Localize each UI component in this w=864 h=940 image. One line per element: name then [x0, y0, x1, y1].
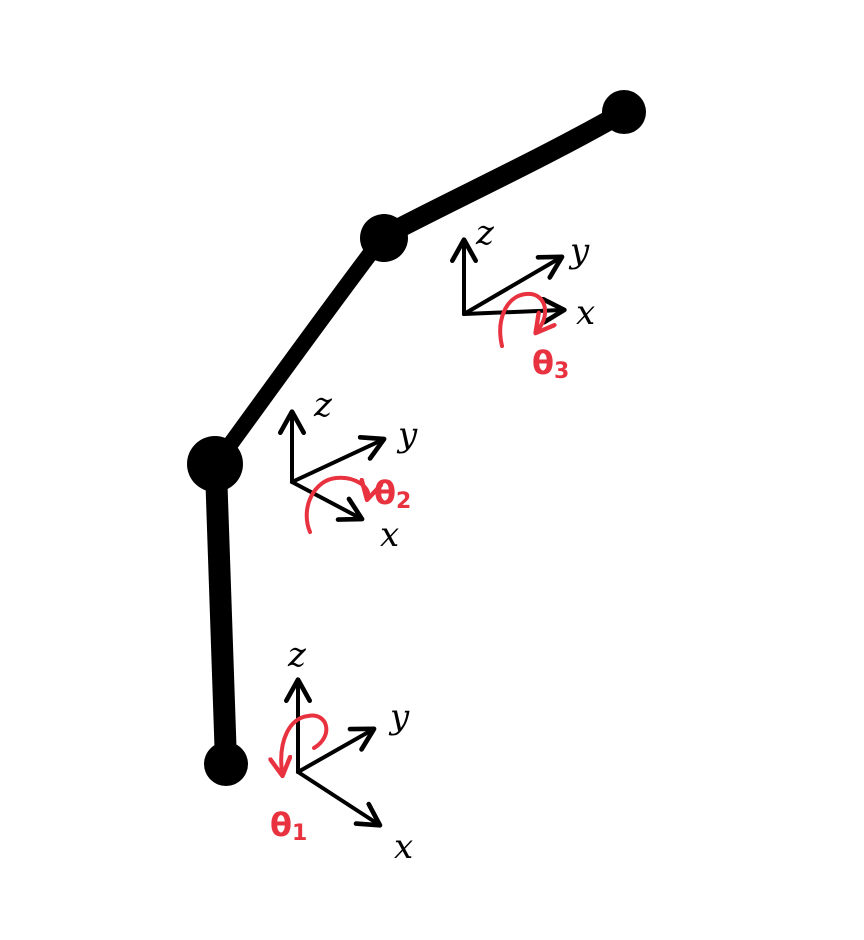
frame-2-y-axis — [290, 434, 387, 484]
frame-2-x-label: x — [380, 515, 399, 555]
frame-1-x-axis — [296, 770, 383, 828]
link-1 — [205, 459, 237, 773]
frame-2-rotation-arrow — [304, 475, 368, 534]
frame-2-theta-symbol: θ — [374, 474, 396, 512]
frame-1-theta-subscript: 1 — [292, 821, 307, 846]
end-effector — [602, 90, 646, 134]
link-3 — [374, 102, 634, 246]
joint-3 — [360, 214, 408, 262]
robot-arm — [187, 90, 646, 786]
frame-1-x-label: x — [394, 827, 413, 867]
frame-2-theta-label: θ2 — [374, 474, 411, 514]
link-2 — [208, 230, 390, 472]
frame-2-y-label: y — [396, 415, 418, 455]
joint-2 — [187, 436, 243, 492]
frame-2-x-axis — [290, 480, 365, 522]
frame-1-z-label: z — [287, 635, 307, 675]
frame-2: z y x θ2 — [278, 385, 418, 555]
frame-3: z y x θ3 — [450, 213, 595, 384]
frame-1: z y x θ1 — [270, 635, 413, 867]
frame-2-z-label: z — [313, 385, 333, 425]
frame-2-theta-subscript: 2 — [396, 489, 411, 514]
frame-3-x-axis — [462, 296, 567, 325]
frame-1-rotation-arrow — [281, 713, 329, 772]
frame-3-theta-symbol: θ — [532, 344, 554, 382]
frame-1-theta-symbol: θ — [270, 806, 292, 844]
base-joint — [204, 742, 248, 786]
frame-3-z-label: z — [475, 213, 495, 253]
frame-3-y-axis — [462, 254, 565, 316]
frame-1-y-label: y — [388, 697, 410, 737]
frame-1-theta-label: θ1 — [270, 806, 307, 846]
frame-3-y-label: y — [568, 231, 590, 271]
frame-3-theta-subscript: 3 — [554, 359, 569, 384]
frame-1-y-axis — [296, 726, 377, 774]
frame-3-theta-label: θ3 — [532, 344, 569, 384]
frame-3-x-label: x — [576, 293, 595, 333]
frame-3-rotation-arrow — [498, 291, 545, 348]
